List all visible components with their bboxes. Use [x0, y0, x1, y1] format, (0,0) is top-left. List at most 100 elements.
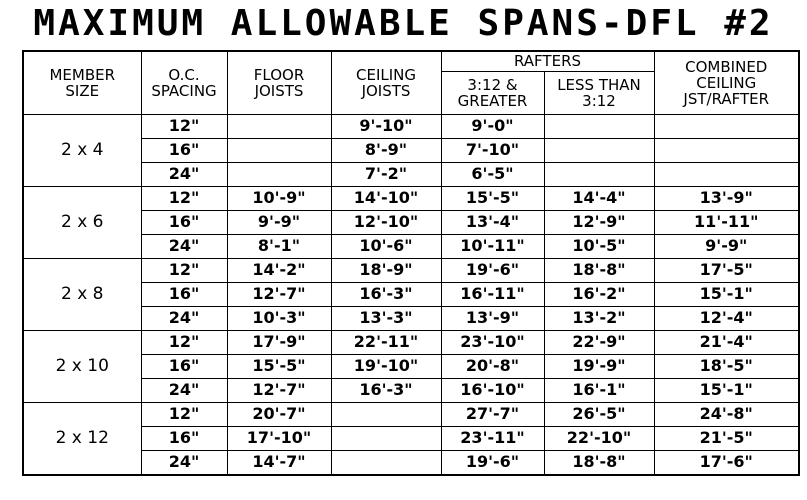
span-cell: 22'-11" [330, 329, 442, 355]
span-cell: 12'-9" [543, 209, 655, 235]
spacing-cell: 16" [140, 353, 228, 379]
span-cell: 13'-4" [440, 209, 545, 235]
span-cell: 12'-7" [226, 377, 332, 403]
span-cell: 10'-5" [543, 233, 655, 259]
span-cell: 20'-8" [440, 353, 545, 379]
spacing-cell: 16" [140, 425, 228, 451]
span-cell: 12'-7" [226, 281, 332, 307]
spacing-cell: 24" [140, 161, 228, 187]
span-cell: 10'-6" [330, 233, 442, 259]
spacing-cell: 24" [140, 377, 228, 403]
span-cell: 23'-11" [440, 425, 545, 451]
span-cell: 18'-8" [543, 257, 655, 283]
span-cell: 10'-9" [226, 185, 332, 211]
span-cell: 13'-3" [330, 305, 442, 331]
table-row: 16" 17'-10" 23'-11" 22'-10" 21'-5" [23, 425, 800, 451]
span-cell: 24'-8" [653, 401, 800, 427]
span-cell: 10'-3" [226, 305, 332, 331]
span-cell: 13'-2" [543, 305, 655, 331]
span-cell: 27'-7" [440, 401, 545, 427]
span-cell: 15'-5" [226, 353, 332, 379]
spacing-cell: 12" [140, 113, 228, 139]
span-cell: 7'-2" [330, 161, 442, 187]
span-cell: 8'-1" [226, 233, 332, 259]
table-row: 2 x 4 12" 9'-10" 9'-0" [22, 113, 800, 187]
span-cell: 17'-6" [653, 449, 800, 475]
header-cell: FLOOR JOISTS [226, 50, 332, 115]
span-cell: 21'-5" [653, 425, 800, 451]
span-cell: 26'-5" [543, 401, 655, 427]
spacing-cell: 12" [140, 257, 228, 283]
span-cell: 6'-5" [440, 161, 545, 187]
spacing-cell: 12" [140, 185, 228, 211]
table-row: 24" 10'-3" 13'-3" 13'-9" 13'-2" 12'-4" [23, 305, 800, 331]
spacing-cell: 12" [140, 401, 228, 427]
span-cell: 18'-8" [543, 449, 655, 475]
header-cell: MEMBER SIZE [22, 50, 142, 115]
span-cell: 17'-5" [653, 257, 800, 283]
span-cell [330, 449, 442, 475]
table-row: 2 x 6 12" 10'-9" 14'-10" 15'-5" 14'-4" 13'-9" [22, 185, 800, 259]
span-cell: 19'-6" [440, 449, 545, 475]
header-cell: COMBINED CEILING JST/RAFTER [653, 50, 800, 115]
spacing-cell: 16" [140, 137, 228, 163]
header-cell: O.C. SPACING [140, 50, 228, 115]
span-cell: 17'-9" [226, 329, 332, 355]
span-cell: 18'-9" [330, 257, 442, 283]
span-cell: 9'-0" [440, 113, 545, 139]
table-row: 2 x 8 12" 14'-2" 18'-9" 19'-6" 18'-8" 17'-5" [22, 257, 800, 331]
span-cell: 9'-10" [330, 113, 442, 139]
span-cell [653, 161, 800, 187]
span-cell [543, 161, 655, 187]
span-cell: 17'-10" [226, 425, 332, 451]
table-row: 24" 8'-1" 10'-6" 10'-11" 10'-5" 9'-9" [23, 233, 800, 259]
member-size: 2 x 4 [22, 113, 142, 187]
span-cell: 12'-4" [653, 305, 800, 331]
span-cell: 21'-4" [653, 329, 800, 355]
header-cell: RAFTERS [440, 50, 655, 72]
member-size: 2 x 8 [22, 257, 142, 331]
span-cell [226, 137, 332, 163]
table-row: 2 x 10 12" 17'-9" 22'-11" 23'-10" 22'-9" 21'-4… [22, 329, 800, 403]
span-cell: 14'-4" [543, 185, 655, 211]
span-cell: 18'-5" [653, 353, 800, 379]
span-cell [543, 137, 655, 163]
span-cell: 19'-10" [330, 353, 442, 379]
span-cell: 14'-2" [226, 257, 332, 283]
span-cell: 16'-2" [543, 281, 655, 307]
span-cell [653, 113, 800, 139]
span-cell [226, 161, 332, 187]
span-cell [543, 113, 655, 139]
span-cell: 19'-6" [440, 257, 545, 283]
spacing-cell: 12" [140, 329, 228, 355]
span-cell: 13'-9" [440, 305, 545, 331]
span-cell: 23'-10" [440, 329, 545, 355]
span-cell: 16'-3" [330, 377, 442, 403]
table-row: 16" 9'-9" 12'-10" 13'-4" 12'-9" 11'-11" [23, 209, 800, 235]
table-row: 16" 12'-7" 16'-3" 16'-11" 16'-2" 15'-1" [23, 281, 800, 307]
member-size: 2 x 10 [22, 329, 142, 403]
span-cell: 15'-1" [653, 281, 800, 307]
header-row: 3:12 & GREATER LESS THAN 3:12 [23, 70, 799, 115]
spacing-cell: 24" [140, 233, 228, 259]
header-row: MEMBER SIZE O.C. SPACING FLOOR JOISTS CE… [22, 50, 800, 115]
title: MAXIMUM ALLOWABLE SPANS-DFL #2 [33, 3, 774, 44]
span-cell [653, 137, 800, 163]
span-cell: 12'-10" [330, 209, 442, 235]
span-cell [226, 113, 332, 139]
table-row: 16" 15'-5" 19'-10" 20'-8" 19'-9" 18'-5" [23, 353, 800, 379]
span-cell: 8'-9" [330, 137, 442, 163]
spacing-cell: 24" [140, 449, 228, 475]
span-cell: 19'-9" [543, 353, 655, 379]
table-body: 2 x 4 12" 9'-10" 9'-0" 16" 8'-9" 7'-10" 24" 7'-2… [22, 113, 800, 475]
span-cell [330, 401, 442, 427]
span-cell: 22'-10" [543, 425, 655, 451]
span-cell: 16'-11" [440, 281, 545, 307]
spacing-cell: 16" [140, 281, 228, 307]
table-row: 24" 14'-7" 19'-6" 18'-8" 17'-6" [23, 449, 800, 475]
table-row: 24" 7'-2" 6'-5" [23, 161, 800, 187]
span-cell: 20'-7" [226, 401, 332, 427]
table-header: MEMBER SIZE O.C. SPACING FLOOR JOISTS CE… [22, 50, 800, 115]
